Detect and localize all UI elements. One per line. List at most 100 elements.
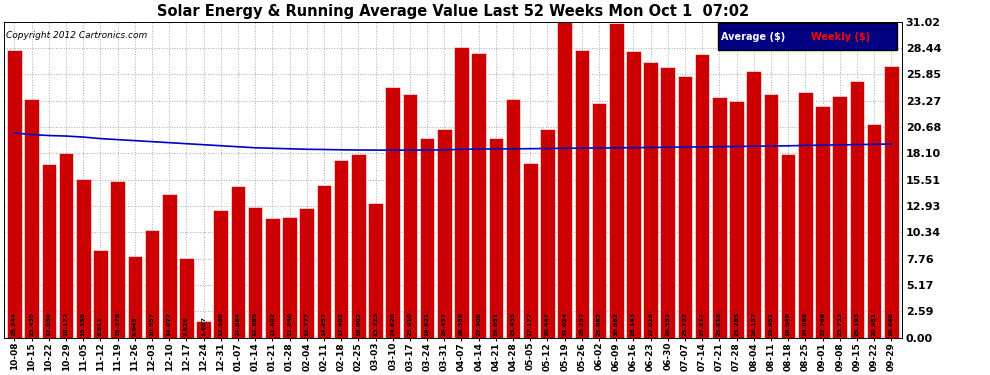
- Text: 14.864: 14.864: [236, 312, 241, 336]
- Text: 19.621: 19.621: [425, 312, 430, 336]
- Bar: [179, 258, 194, 338]
- Text: 31.024: 31.024: [562, 312, 567, 336]
- Bar: [299, 208, 314, 338]
- Text: 10.557: 10.557: [149, 312, 154, 336]
- Text: 17.402: 17.402: [339, 312, 344, 336]
- Bar: [730, 100, 743, 338]
- Text: 8.611: 8.611: [98, 316, 103, 336]
- Bar: [162, 194, 176, 338]
- Text: 23.062: 23.062: [597, 312, 602, 336]
- Bar: [317, 185, 332, 338]
- Text: 1.687: 1.687: [201, 316, 206, 336]
- Bar: [25, 99, 39, 338]
- Text: 12.777: 12.777: [304, 312, 309, 336]
- Text: 26.552: 26.552: [665, 312, 670, 336]
- Text: 23.285: 23.285: [734, 312, 740, 336]
- Text: 27.906: 27.906: [476, 312, 481, 336]
- Text: 8.043: 8.043: [133, 316, 138, 336]
- Title: Solar Energy & Running Average Value Last 52 Weeks Mon Oct 1  07:02: Solar Energy & Running Average Value Las…: [156, 4, 749, 19]
- Bar: [523, 163, 538, 338]
- Text: 18.049: 18.049: [786, 312, 791, 336]
- Bar: [93, 250, 108, 338]
- Text: 23.435: 23.435: [511, 312, 516, 336]
- Text: 7.826: 7.826: [184, 316, 189, 336]
- Bar: [403, 94, 417, 338]
- Text: 22.768: 22.768: [820, 312, 825, 336]
- Bar: [746, 71, 761, 338]
- Bar: [231, 186, 246, 338]
- Bar: [660, 67, 675, 338]
- Bar: [7, 50, 22, 338]
- Text: 23.435: 23.435: [29, 312, 35, 336]
- Text: 28.143: 28.143: [631, 312, 636, 336]
- Bar: [644, 63, 658, 338]
- FancyBboxPatch shape: [718, 23, 897, 50]
- Text: Weekly ($): Weekly ($): [811, 32, 870, 42]
- Text: 23.910: 23.910: [408, 312, 413, 336]
- Text: 12.560: 12.560: [218, 312, 224, 336]
- Bar: [867, 124, 881, 338]
- Text: Copyright 2012 Cartronics.com: Copyright 2012 Cartronics.com: [6, 31, 148, 40]
- Bar: [574, 50, 589, 338]
- Bar: [884, 66, 899, 338]
- Text: 25.193: 25.193: [854, 312, 859, 336]
- Text: 20.981: 20.981: [871, 312, 876, 336]
- Text: 23.951: 23.951: [768, 312, 773, 336]
- Text: 20.447: 20.447: [544, 312, 550, 336]
- Bar: [368, 203, 383, 338]
- Text: 30.882: 30.882: [614, 312, 619, 336]
- Bar: [454, 47, 469, 338]
- Bar: [506, 99, 521, 338]
- Bar: [145, 230, 159, 338]
- Text: 25.722: 25.722: [682, 312, 687, 336]
- Bar: [351, 154, 365, 338]
- Text: 28.257: 28.257: [579, 312, 584, 336]
- Bar: [626, 51, 641, 338]
- Bar: [541, 129, 554, 338]
- Text: 11.802: 11.802: [270, 312, 275, 336]
- Bar: [781, 154, 795, 338]
- Text: 26.157: 26.157: [751, 312, 756, 336]
- Text: 24.098: 24.098: [803, 312, 808, 336]
- Text: 14.957: 14.957: [322, 312, 327, 336]
- Bar: [385, 87, 400, 338]
- Bar: [833, 96, 847, 338]
- Bar: [592, 103, 606, 338]
- Text: 28.556: 28.556: [459, 312, 464, 336]
- Text: 14.077: 14.077: [166, 312, 171, 336]
- Bar: [471, 54, 486, 338]
- Text: 12.885: 12.885: [252, 312, 257, 336]
- Text: Average ($): Average ($): [722, 32, 785, 42]
- Bar: [42, 164, 56, 338]
- Text: 20.457: 20.457: [442, 312, 446, 336]
- Bar: [248, 207, 262, 338]
- Bar: [695, 54, 710, 338]
- Text: 17.030: 17.030: [47, 312, 51, 336]
- Text: 17.177: 17.177: [528, 312, 533, 336]
- Text: 28.244: 28.244: [12, 312, 17, 336]
- Bar: [712, 97, 727, 338]
- Bar: [678, 76, 692, 338]
- Bar: [76, 179, 90, 338]
- Bar: [110, 181, 125, 338]
- Bar: [849, 81, 864, 338]
- Bar: [798, 92, 813, 338]
- Bar: [609, 23, 624, 338]
- Bar: [196, 321, 211, 338]
- Text: 27.018: 27.018: [648, 312, 653, 336]
- Text: 18.002: 18.002: [355, 312, 360, 336]
- Text: 19.651: 19.651: [493, 312, 498, 336]
- Text: 11.840: 11.840: [287, 312, 292, 336]
- Bar: [265, 217, 280, 338]
- Text: 27.817: 27.817: [700, 312, 705, 336]
- Bar: [557, 22, 572, 338]
- Bar: [334, 160, 348, 338]
- Text: 23.733: 23.733: [838, 312, 842, 336]
- Bar: [763, 94, 778, 338]
- Text: 26.666: 26.666: [889, 312, 894, 336]
- Bar: [282, 217, 297, 338]
- Bar: [437, 129, 451, 338]
- Bar: [58, 153, 73, 338]
- Bar: [489, 138, 503, 338]
- Text: 15.555: 15.555: [81, 312, 86, 336]
